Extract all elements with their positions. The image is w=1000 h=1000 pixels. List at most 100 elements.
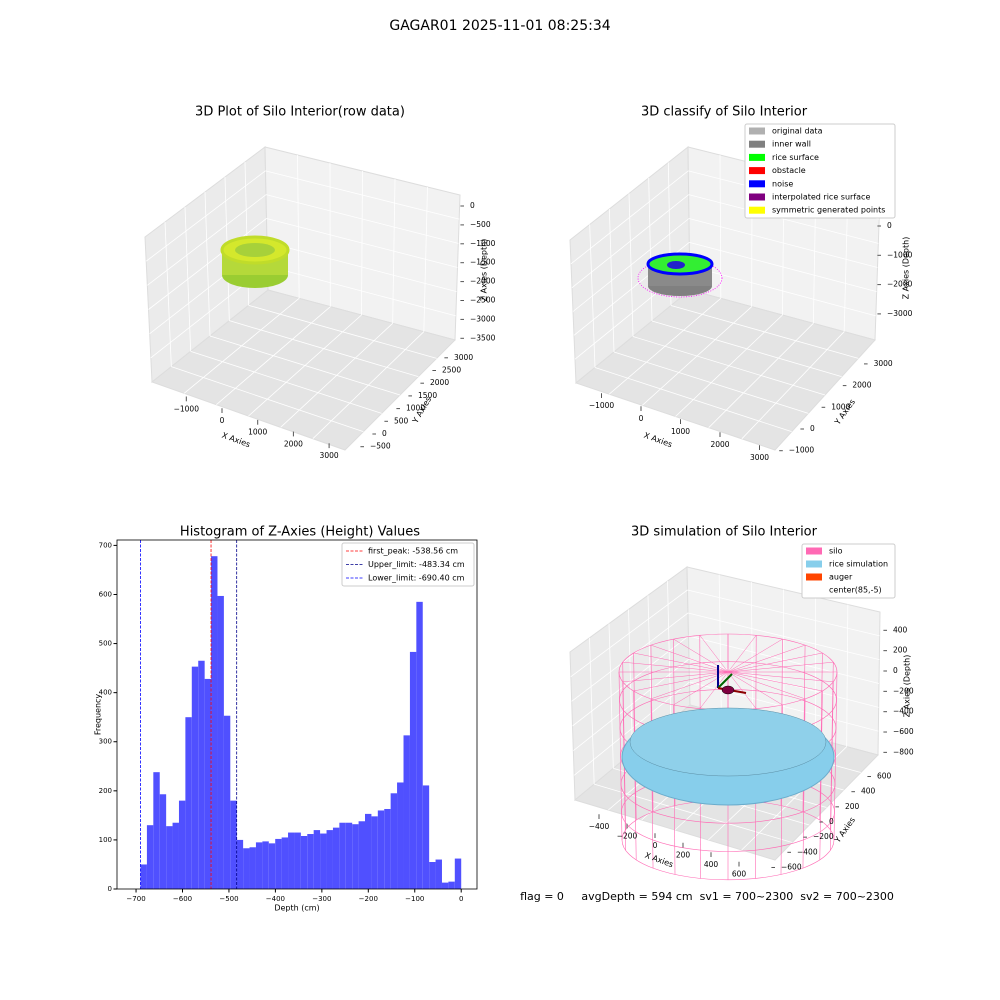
y-tick-label: 2000 — [430, 378, 449, 387]
legend-label: first_peak: -538.56 cm — [368, 547, 458, 556]
pane-grid — [312, 331, 425, 439]
legend-patch — [806, 573, 822, 581]
x-tick-label: −400 — [266, 895, 285, 903]
bar — [448, 881, 455, 889]
x-tick-label: 1000 — [671, 427, 690, 436]
pane-grid — [573, 681, 690, 776]
x-tick-label: −600 — [173, 895, 192, 903]
bar — [268, 843, 276, 889]
silo-wire — [727, 644, 806, 673]
bar — [211, 556, 218, 889]
legend-label: noise — [772, 179, 793, 188]
silo-wire — [727, 671, 806, 700]
silo-wire — [727, 671, 757, 709]
z-tick-label: 0 — [470, 201, 475, 210]
legend-box — [744, 123, 896, 219]
pane-grid — [689, 265, 876, 317]
bar — [236, 839, 244, 889]
bar — [429, 862, 436, 889]
bar — [339, 822, 346, 889]
bar — [397, 782, 404, 889]
bar — [146, 825, 154, 889]
bar — [262, 841, 269, 889]
bar — [326, 830, 333, 889]
y-tick-label: 3000 — [454, 353, 473, 362]
y-tick-label: −1000 — [789, 446, 815, 455]
z-tick-label: 0 — [893, 666, 898, 675]
x-tick-label: 200 — [676, 851, 691, 860]
auger — [721, 685, 735, 695]
axis-label: Z Axies (Depth) — [902, 237, 911, 300]
legend-patch — [749, 167, 765, 175]
y-tick-label: 1500 — [418, 391, 437, 400]
x-tick-label: 3000 — [750, 453, 769, 462]
legend-label: rice surface — [772, 153, 819, 162]
bar — [255, 842, 263, 889]
bar — [384, 808, 391, 889]
y-tick-label: 0 — [810, 424, 815, 433]
y-tick-label: 100 — [99, 836, 112, 844]
y-tick-label: 400 — [861, 787, 876, 796]
z-tick-label: −3000 — [887, 309, 913, 318]
plot-title: 3D Plot of Silo Interior(row data) — [195, 105, 405, 120]
legend-label: rice simulation — [829, 560, 888, 569]
silo-wire — [727, 635, 757, 673]
bar — [275, 838, 282, 889]
bar — [352, 824, 359, 889]
legend-label: auger — [829, 573, 853, 582]
axes-frame — [116, 539, 478, 890]
legend-patch — [749, 140, 765, 148]
bar — [140, 864, 147, 889]
bar — [307, 834, 314, 889]
x-tick-label: 0 — [653, 841, 658, 850]
bar — [153, 772, 160, 889]
x-tick-label: 600 — [732, 870, 747, 879]
silo-wire — [699, 671, 729, 709]
y-tick-label: −600 — [781, 862, 802, 871]
legend-patch — [749, 180, 765, 188]
x-tick-label: 1000 — [248, 428, 267, 437]
z-tick-label: −400 — [893, 707, 914, 716]
plot-title: Histogram of Z-Axies (Height) Values — [180, 525, 420, 540]
y-tick-label: −500 — [370, 442, 391, 451]
x-tick-label: −100 — [405, 895, 424, 903]
axis-label: X Axies — [221, 431, 252, 450]
legend-label: symmetric generated points — [772, 206, 885, 215]
silo-wire — [699, 635, 729, 673]
x-tick-label: −1000 — [589, 401, 615, 410]
z-tick-label: −3000 — [470, 314, 496, 323]
y-tick-label: 0 — [108, 885, 112, 893]
rice-surface — [629, 707, 827, 777]
x-tick-label: −400 — [589, 822, 610, 831]
legend-patch — [749, 206, 765, 214]
silo-wire — [727, 671, 834, 683]
y-tick-label: 300 — [99, 738, 112, 746]
legend-patch — [806, 560, 822, 568]
z-tick-label: 0 — [887, 221, 892, 230]
bar — [371, 816, 378, 889]
y-tick-label: 700 — [99, 541, 112, 549]
z-tick-label: −2500 — [470, 296, 496, 305]
silo-wire — [727, 652, 823, 673]
bar — [217, 595, 224, 889]
z-tick-label: −500 — [470, 220, 491, 229]
y-tick-label: 2500 — [442, 366, 461, 375]
y-tick-label: 2000 — [852, 381, 871, 390]
x-tick-label: 0 — [459, 895, 463, 903]
z-tick-label: −800 — [893, 747, 914, 756]
bar — [435, 859, 442, 889]
y-tick-label: 0 — [829, 817, 834, 826]
silo-wire — [727, 661, 834, 673]
legend-box — [801, 543, 896, 599]
legend-patch — [749, 127, 765, 135]
bar — [172, 822, 179, 889]
legend-label: silo — [829, 547, 843, 556]
y-tick-label: 0 — [382, 429, 387, 438]
y-tick-label: 200 — [845, 802, 860, 811]
z-tick-label: −3500 — [470, 333, 496, 342]
y-tick-label: 3000 — [874, 359, 893, 368]
legend-label: interpolated rice surface — [772, 193, 870, 202]
y-tick-label: 1000 — [831, 402, 850, 411]
bar — [365, 813, 372, 889]
x-tick-label: −500 — [219, 895, 238, 903]
